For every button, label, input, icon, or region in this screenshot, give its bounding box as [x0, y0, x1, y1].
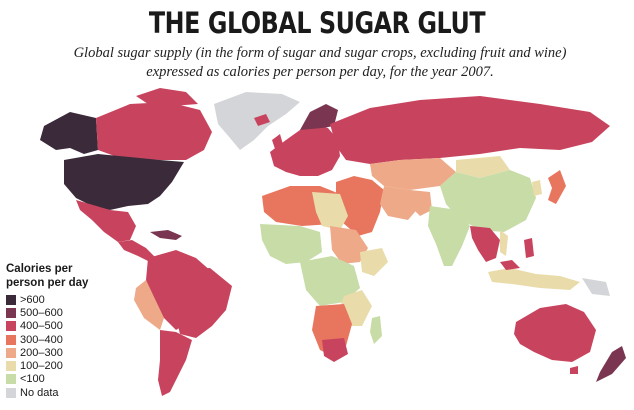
legend-item: 100–200: [6, 359, 106, 372]
region-mexico: [76, 200, 136, 242]
legend-title: Calories per person per day: [6, 263, 89, 289]
region-se-asia: [470, 226, 500, 262]
legend-item: No data: [6, 386, 106, 399]
legend-swatch: [6, 334, 16, 345]
legend-swatch: [6, 307, 16, 318]
region-europe: [270, 124, 340, 176]
region-iceland: [254, 114, 270, 126]
region-mongolia: [456, 156, 510, 178]
region-png: [582, 278, 610, 296]
legend-item: >600: [6, 293, 106, 306]
region-west-africa: [260, 224, 322, 264]
region-brazil: [176, 268, 232, 338]
region-usa: [64, 154, 184, 210]
legend-label: <100: [20, 373, 45, 386]
legend-items: >600 500–600 400–500 300–400 200–300 100–200 <…: [6, 293, 106, 399]
region-southern-cone: [158, 330, 192, 396]
legend-label: 400–500: [20, 320, 63, 333]
legend-item: 300–400: [6, 333, 106, 346]
region-horn: [360, 248, 388, 276]
region-tasmania: [570, 366, 578, 374]
legend-label: 500–600: [20, 306, 63, 319]
legend-label: No data: [20, 386, 59, 399]
region-india: [428, 206, 470, 266]
legend-swatch: [6, 361, 16, 372]
legend-label: 100–200: [20, 360, 63, 373]
region-central-africa: [300, 256, 360, 306]
legend-item: 400–500: [6, 320, 106, 333]
region-central-america: [118, 240, 156, 262]
region-russia: [330, 96, 610, 164]
region-china: [440, 170, 536, 232]
region-canada-islands: [136, 88, 198, 106]
region-madagascar: [370, 316, 382, 344]
legend-label: 300–400: [20, 333, 63, 346]
legend-label: 200–300: [20, 346, 63, 359]
region-japan: [548, 170, 566, 204]
region-malaysia: [500, 260, 520, 270]
region-pakistan-afghan: [410, 190, 432, 216]
region-middle-east: [336, 176, 384, 236]
region-peru-bolivia: [134, 280, 164, 330]
region-sudan: [330, 226, 368, 264]
region-korea: [532, 180, 542, 196]
region-australia: [514, 304, 596, 362]
region-scandinavia: [300, 104, 338, 130]
legend-item: <100: [6, 373, 106, 386]
legend-item: 500–600: [6, 306, 106, 319]
legend-item: 200–300: [6, 346, 106, 359]
legend-swatch: [6, 294, 16, 305]
legend-swatch: [6, 347, 16, 358]
page-subtitle: Global sugar supply (in the form of suga…: [73, 45, 567, 80]
region-egypt-libya: [312, 192, 348, 230]
legend-swatch: [6, 374, 16, 385]
region-philippines: [524, 238, 534, 258]
region-uk: [272, 134, 284, 152]
legend-swatch: [6, 321, 16, 332]
region-central-asia: [370, 158, 456, 190]
region-caribbean: [150, 230, 182, 240]
page-title: THE GLOBAL SUGAR GLUT: [148, 6, 486, 40]
region-alaska: [40, 112, 98, 154]
legend-label: >600: [20, 293, 45, 306]
region-new-zealand: [596, 346, 626, 382]
legend: Calories per person per day >600 500–600 4…: [6, 262, 106, 399]
region-vietnam: [500, 230, 508, 256]
region-indonesia: [488, 268, 580, 290]
region-south-africa: [322, 338, 348, 362]
legend-swatch: [6, 387, 16, 398]
region-canada: [96, 102, 212, 160]
